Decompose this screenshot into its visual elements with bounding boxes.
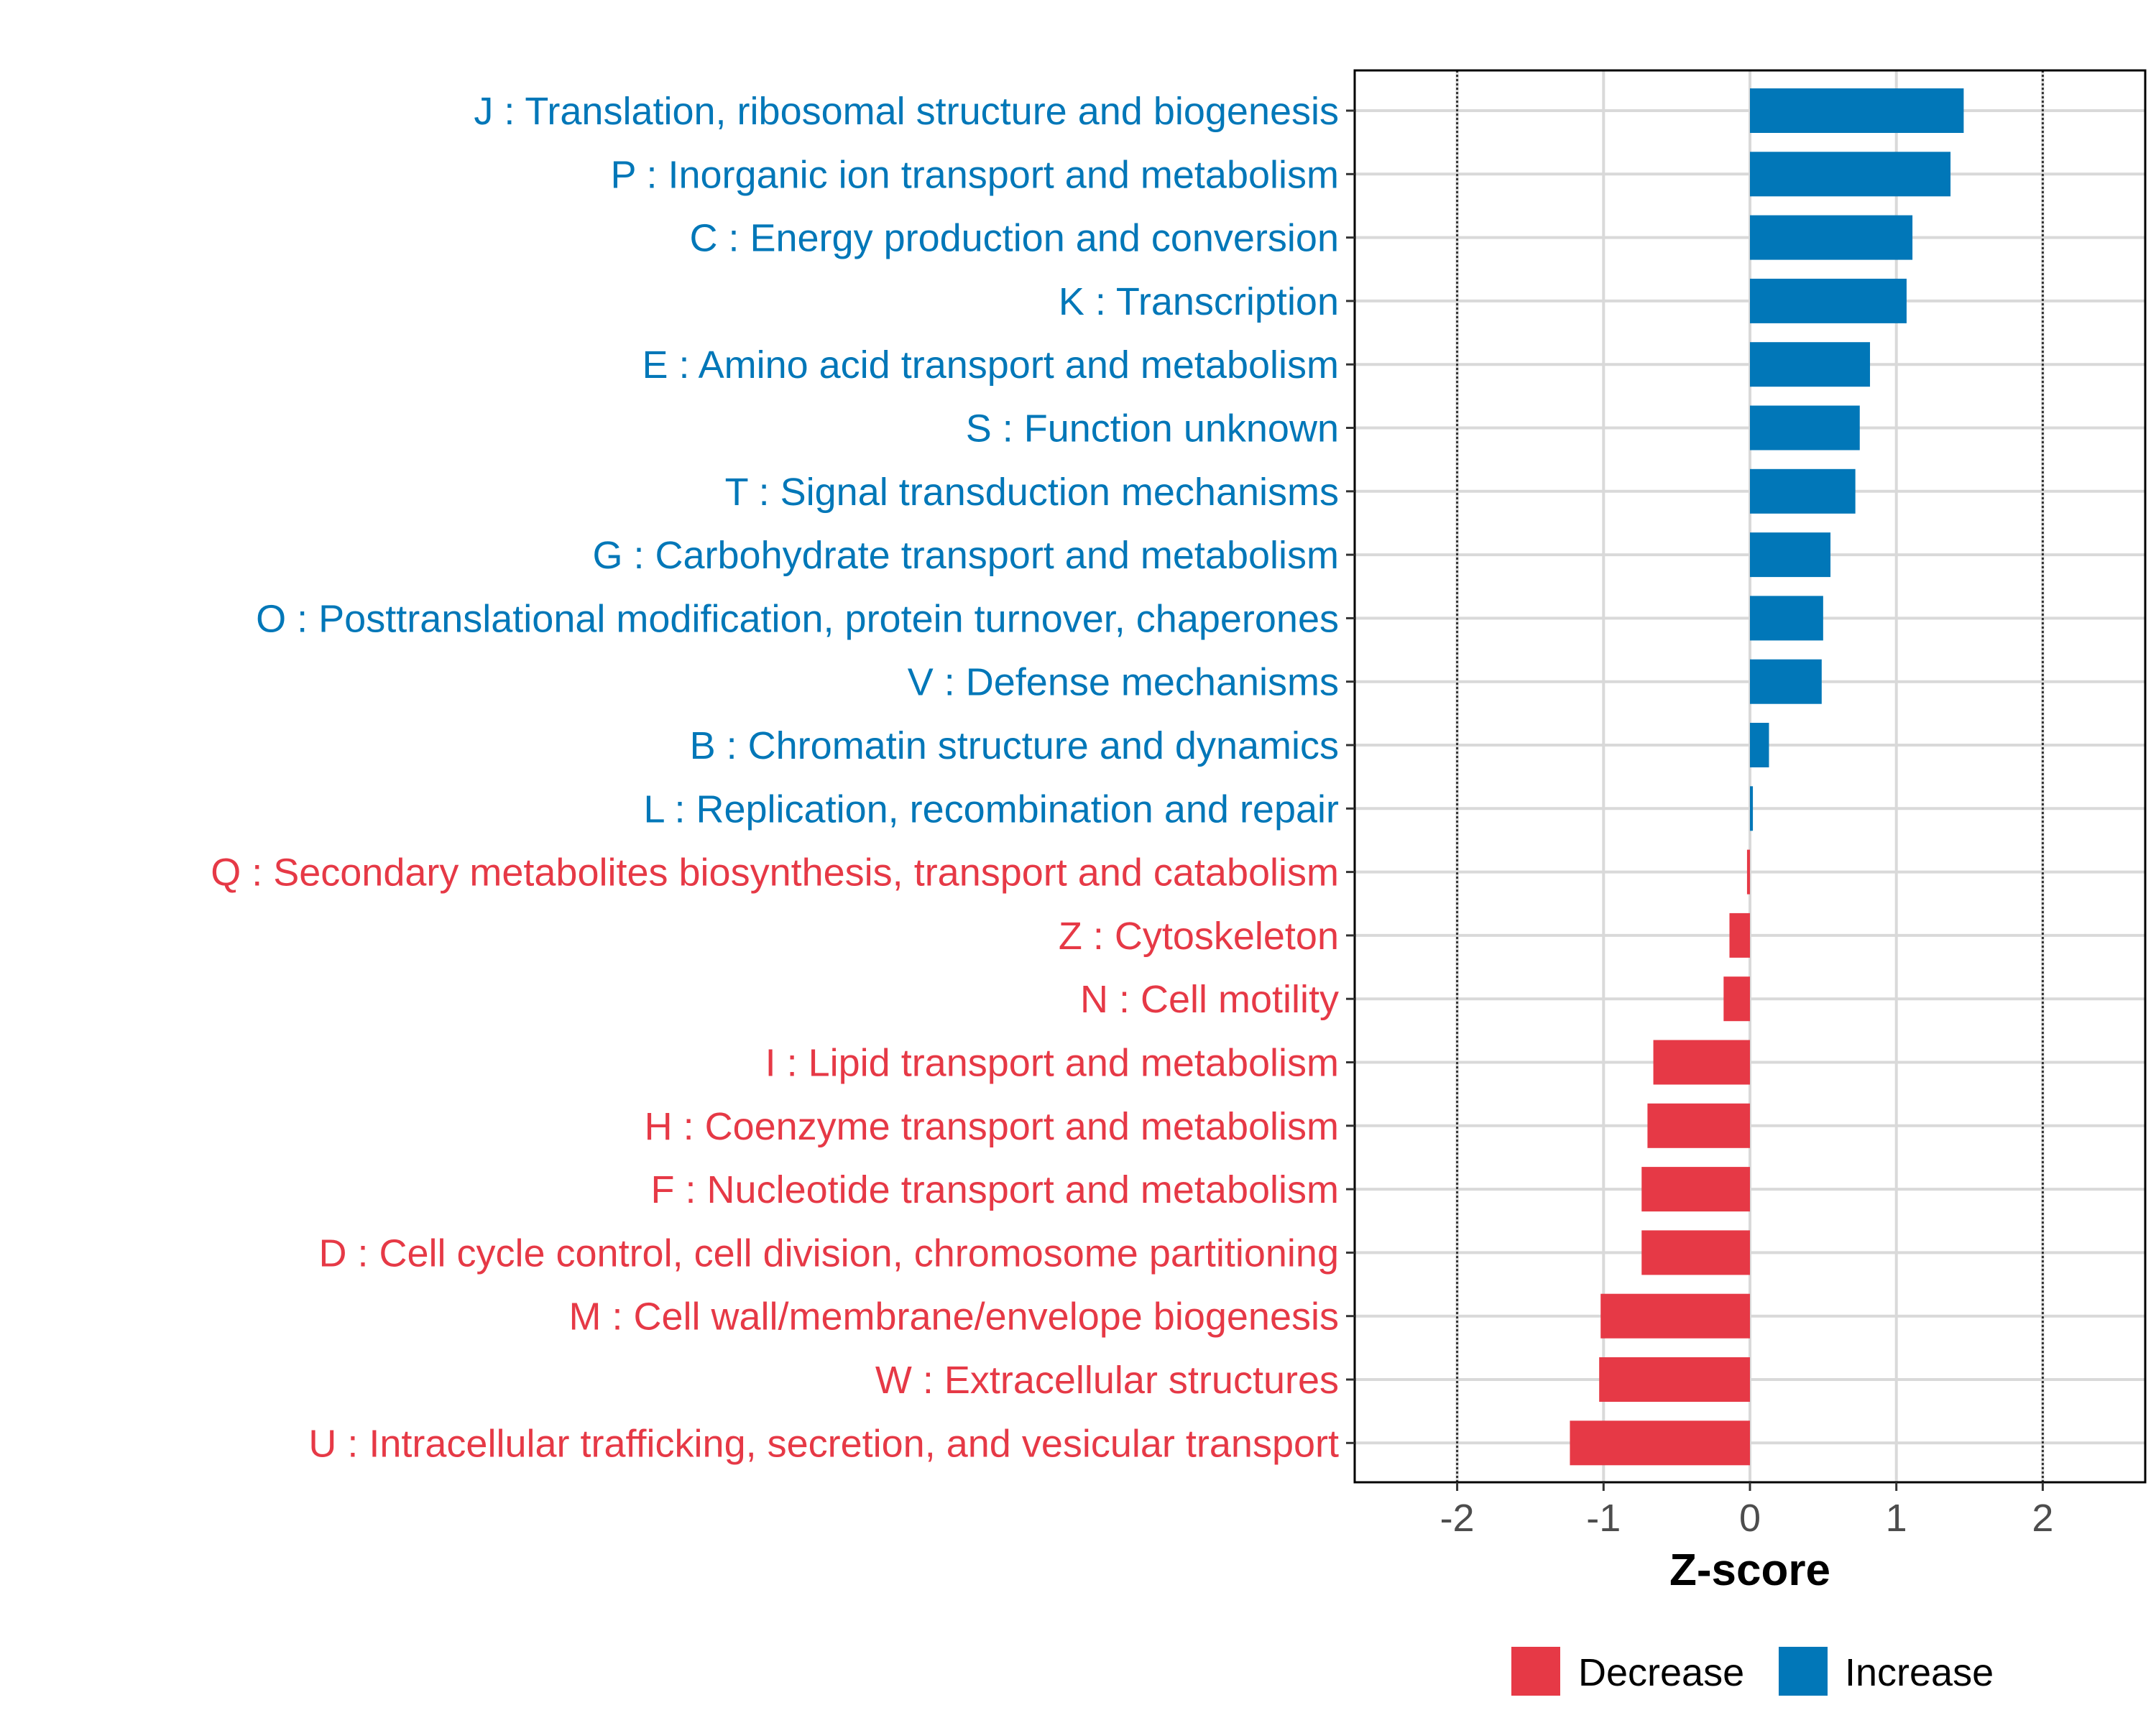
category-label: C : Energy production and conversion [689,217,1339,260]
x-tick-label: -2 [1440,1497,1475,1540]
category-label: L : Replication, recombination and repai… [643,787,1339,831]
x-tick-label: 1 [1886,1497,1907,1540]
category-label: W : Extracellular structures [875,1359,1339,1402]
bars [1570,88,1964,1466]
category-label: B : Chromatin structure and dynamics [690,724,1339,767]
bar [1750,215,1913,260]
legend-swatch [1511,1647,1560,1696]
bar [1750,596,1823,641]
category-label: S : Function unknown [966,407,1339,451]
legend-swatch [1779,1647,1828,1696]
bar [1647,1103,1750,1148]
x-axis: -2 -1 0 1 2 [1440,1482,2053,1540]
category-label: F : Nucleotide transport and metabolism [651,1168,1339,1211]
bar [1750,152,1951,197]
bar [1641,1167,1750,1212]
bar [1750,532,1831,578]
bar [1750,786,1754,831]
bar [1729,912,1750,958]
category-label: I : Lipid transport and metabolism [765,1042,1339,1085]
bar [1570,1420,1750,1466]
x-axis-title: Z-score [1669,1546,1830,1595]
category-label: U : Intracellular trafficking, secretion… [308,1422,1339,1465]
category-label: Q : Secondary metabolites biosynthesis, … [211,851,1339,895]
bar [1750,342,1871,387]
bar [1750,88,1964,133]
bar [1723,976,1750,1022]
category-label: V : Defense mechanisms [908,661,1339,704]
bar [1600,1293,1750,1339]
bar [1641,1230,1750,1275]
bar [1750,659,1822,704]
legend-label: Decrease [1578,1651,1744,1694]
category-label: J : Translation, ribosomal structure and… [474,90,1339,133]
category-label: G : Carbohydrate transport and metabolis… [593,534,1340,577]
bar [1746,849,1750,895]
y-axis: J : Translation, ribosomal structure and… [211,90,1355,1465]
category-label: D : Cell cycle control, cell division, c… [318,1232,1339,1275]
bar [1750,278,1907,323]
bar [1750,468,1856,514]
category-label: T : Signal transduction mechanisms [725,471,1339,514]
category-label: M : Cell wall/membrane/envelope biogenes… [568,1295,1339,1339]
category-label: H : Coenzyme transport and metabolism [645,1105,1339,1148]
legend: Decrease Increase [1511,1647,1994,1696]
category-label: E : Amino acid transport and metabolism [642,343,1339,387]
x-tick-label: 0 [1739,1497,1761,1540]
bar [1653,1040,1750,1085]
category-label: Z : Cytoskeleton [1059,915,1339,958]
bar [1750,723,1769,767]
x-tick-label: -1 [1586,1497,1621,1540]
category-label: O : Posttranslational modification, prot… [256,597,1339,640]
bar [1750,405,1860,451]
category-label: N : Cell motility [1080,978,1339,1021]
category-label: P : Inorganic ion transport and metaboli… [610,153,1339,196]
legend-label: Increase [1845,1651,1994,1694]
bar [1599,1357,1750,1402]
x-tick-label: 2 [2032,1497,2053,1540]
category-label: K : Transcription [1059,280,1339,323]
